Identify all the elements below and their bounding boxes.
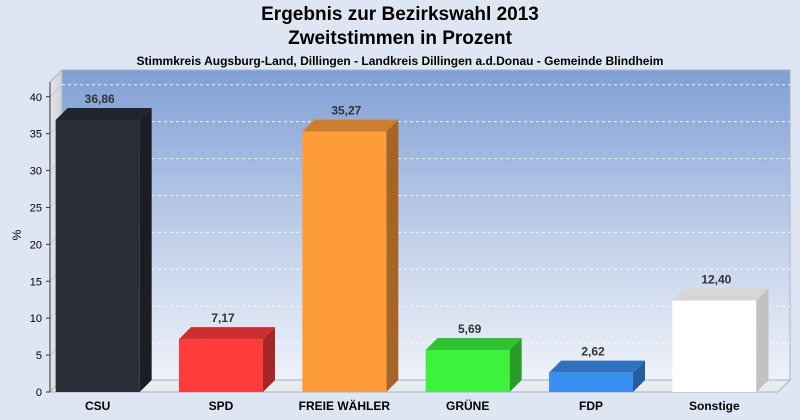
y-tick-label: 10 [30, 313, 42, 325]
chart-title-line1: Ergebnis zur Bezirkswahl 2013 [261, 4, 539, 25]
bar-spd [179, 327, 275, 392]
bars [55, 107, 769, 392]
labels: 36,86 CSU 7,17 SPD 35,27 FREIE WÄHLER 5,69 GRÜN… [85, 92, 740, 413]
grid-line-side [49, 84, 63, 98]
y-tick-label: 40 [30, 92, 42, 104]
bar-fdp [549, 360, 645, 392]
bar-csu [55, 107, 152, 392]
bar-gr-ne [425, 338, 522, 392]
bar-value-label: 12,40 [701, 272, 731, 286]
bar-value-label: 7,17 [211, 311, 235, 325]
y-tick-label: 25 [30, 202, 42, 214]
bar-top [425, 338, 522, 351]
y-tick-label: 0 [36, 387, 42, 399]
bar-side [633, 360, 645, 392]
bar-front [425, 350, 510, 392]
chart-subtitle: Stimmkreis Augsburg-Land, Dillingen - La… [136, 54, 664, 68]
y-axis: 0 5 10 15 20 25 30 35 40% [10, 82, 51, 399]
chart-title-line2: Zweitstimmen in Prozent [288, 28, 512, 49]
bar-sonstige [672, 288, 769, 392]
bar-value-label: 5,69 [458, 322, 482, 336]
bar-side [756, 288, 769, 392]
bar-top [179, 327, 275, 340]
bar-front [55, 119, 140, 392]
x-tick-label: Sonstige [689, 399, 740, 413]
x-tick-label: FREIE WÄHLER [299, 398, 391, 413]
bar-value-label: 2,62 [581, 345, 605, 359]
y-tick-label: 20 [30, 239, 42, 251]
y-axis-label: % [10, 229, 24, 240]
bar-side [263, 327, 275, 392]
x-tick-label: FDP [579, 399, 603, 413]
bar-top [55, 107, 152, 120]
x-tick-label: CSU [85, 399, 110, 413]
bar-front [179, 339, 263, 392]
y-tick-label: 15 [30, 276, 42, 288]
y-tick-label: 5 [36, 350, 42, 362]
bar-top [549, 360, 645, 373]
y-tick-label: 35 [30, 129, 42, 141]
bar-front [672, 300, 757, 392]
x-tick-label: SPD [209, 399, 234, 413]
bar-front [549, 372, 633, 392]
bar-freie-w-hler [302, 119, 399, 392]
bar-side [509, 338, 522, 392]
y-tick-label: 30 [30, 166, 42, 178]
bar-top [672, 288, 769, 301]
bar-side [386, 119, 399, 392]
bar-side [139, 107, 152, 392]
bar-top [302, 119, 399, 132]
bar-value-label: 35,27 [331, 104, 361, 118]
bar-front [302, 131, 387, 392]
bar-value-label: 36,86 [85, 92, 115, 106]
x-tick-label: GRÜNE [446, 398, 489, 413]
